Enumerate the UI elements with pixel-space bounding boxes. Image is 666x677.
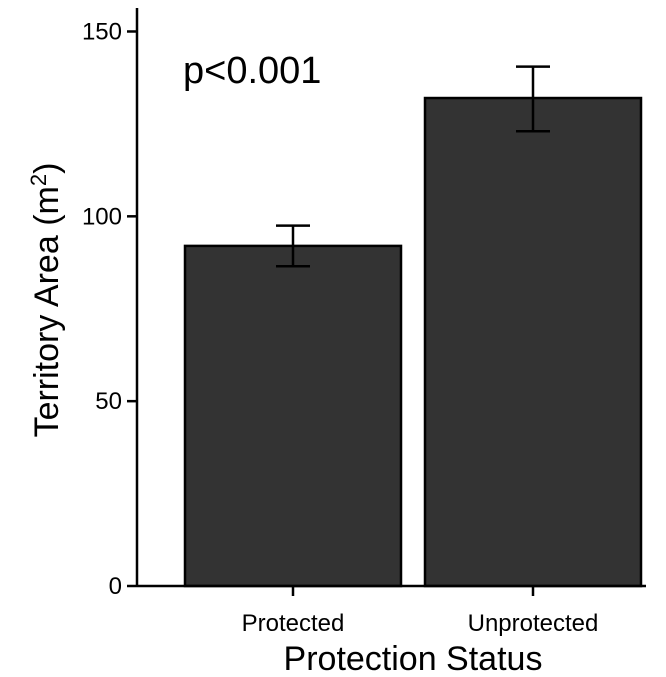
x-axis-title: Protection Status [284,640,543,677]
bar-protected [183,244,403,588]
x-tick-label-protected: Protected [242,610,345,637]
y-axis-title-superscript: 2 [26,174,51,186]
y-tick-label: 50 [95,388,122,415]
bar-unprotected [423,96,643,588]
error-bars-layer [276,65,550,268]
error-bar-unprotected [516,65,550,133]
bars-layer [183,96,643,588]
y-tick-label: 150 [82,18,122,45]
y-ticks-layer: 0 50 100 150 [82,18,137,600]
y-tick-label: 100 [82,203,122,230]
y-axis-title-suffix: ) [28,163,66,174]
x-tick-label-unprotected: Unprotected [468,610,599,637]
axes-layer [135,8,646,588]
error-bar-protected [276,224,310,268]
y-tick-label: 0 [109,573,122,600]
y-axis-title: Territory Area (m2) [26,163,67,438]
y-axis-title-main: Territory Area (m [28,186,66,437]
x-ticks-layer: Protected Unprotected [242,586,599,637]
p-value-annotation: p<0.001 [183,50,321,92]
